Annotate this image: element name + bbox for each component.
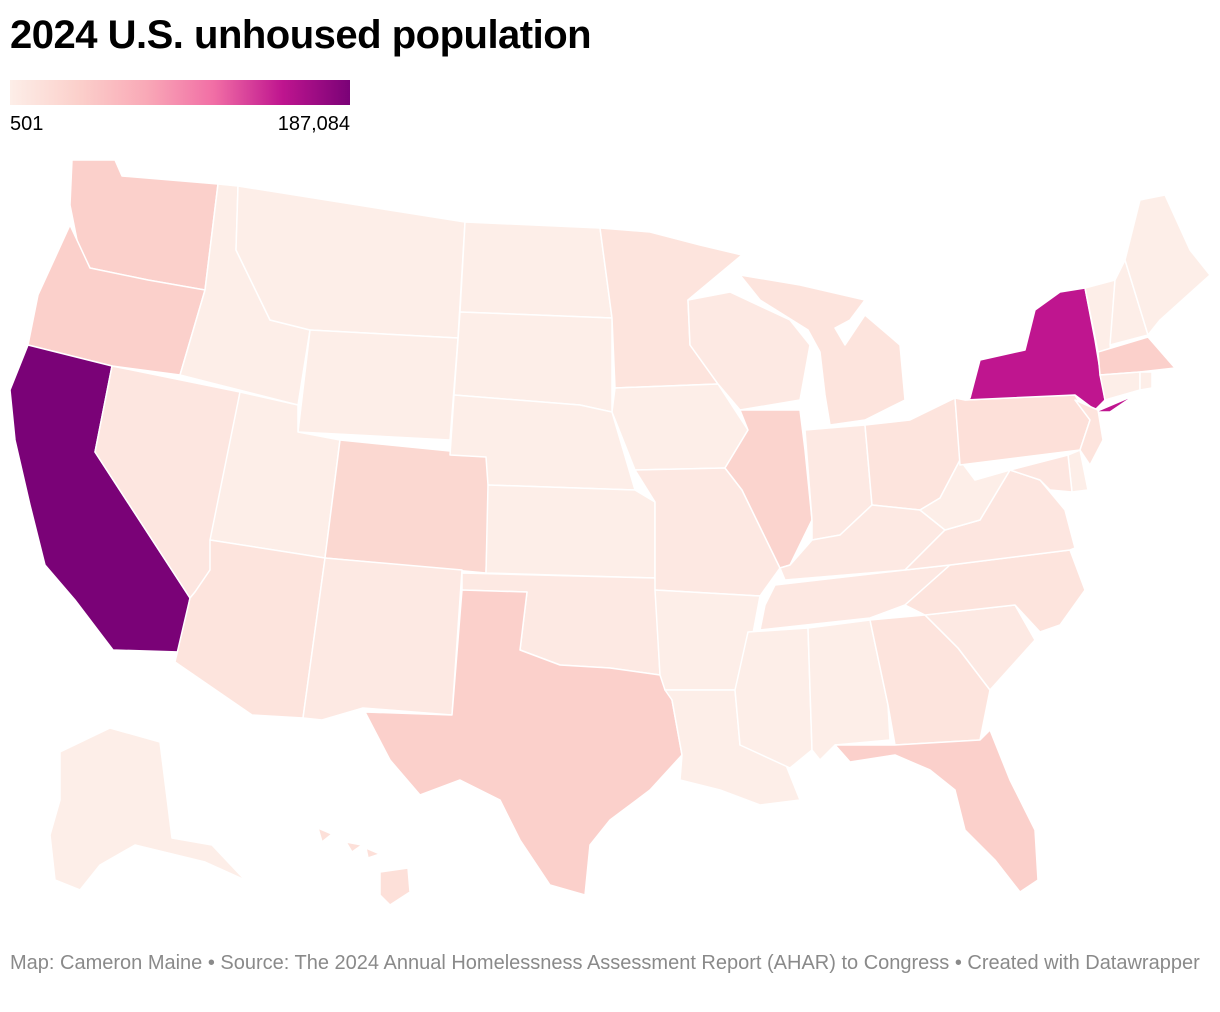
- state-shapes: [9, 159, 1211, 906]
- legend-max-label: 187,084: [277, 113, 350, 135]
- legend-gradient-bar: [10, 80, 350, 105]
- map-title: 2024 U.S. unhoused population: [10, 13, 592, 57]
- color-legend: 501 187,084: [10, 80, 350, 139]
- state-hawaii[interactable]: [317, 827, 411, 906]
- legend-min-label: 501: [10, 113, 44, 135]
- state-alaska[interactable]: [49, 727, 246, 891]
- state-maine[interactable]: [1124, 194, 1211, 336]
- state-north-dakota[interactable]: [459, 221, 613, 319]
- state-wyoming[interactable]: [297, 329, 459, 441]
- state-kentucky[interactable]: [779, 504, 946, 581]
- state-west-virginia[interactable]: [919, 459, 1011, 531]
- state-wisconsin[interactable]: [687, 291, 811, 411]
- state-new-mexico[interactable]: [302, 557, 463, 721]
- state-mississippi[interactable]: [734, 627, 813, 769]
- state-michigan[interactable]: [739, 274, 906, 426]
- state-massachusetts[interactable]: [1097, 336, 1176, 376]
- state-north-carolina[interactable]: [904, 549, 1086, 633]
- state-rhode-island[interactable]: [1139, 371, 1153, 391]
- state-iowa[interactable]: [611, 383, 749, 471]
- state-colorado[interactable]: [324, 439, 491, 574]
- us-choropleth-map: [9, 159, 1211, 906]
- state-kansas[interactable]: [485, 484, 656, 579]
- state-maryland[interactable]: [1009, 454, 1073, 493]
- state-florida[interactable]: [834, 729, 1039, 893]
- state-texas[interactable]: [364, 589, 683, 896]
- state-montana[interactable]: [235, 185, 466, 339]
- source-footer: Map: Cameron Maine • Source: The 2024 An…: [10, 952, 1200, 974]
- state-new-jersey[interactable]: [1074, 399, 1104, 466]
